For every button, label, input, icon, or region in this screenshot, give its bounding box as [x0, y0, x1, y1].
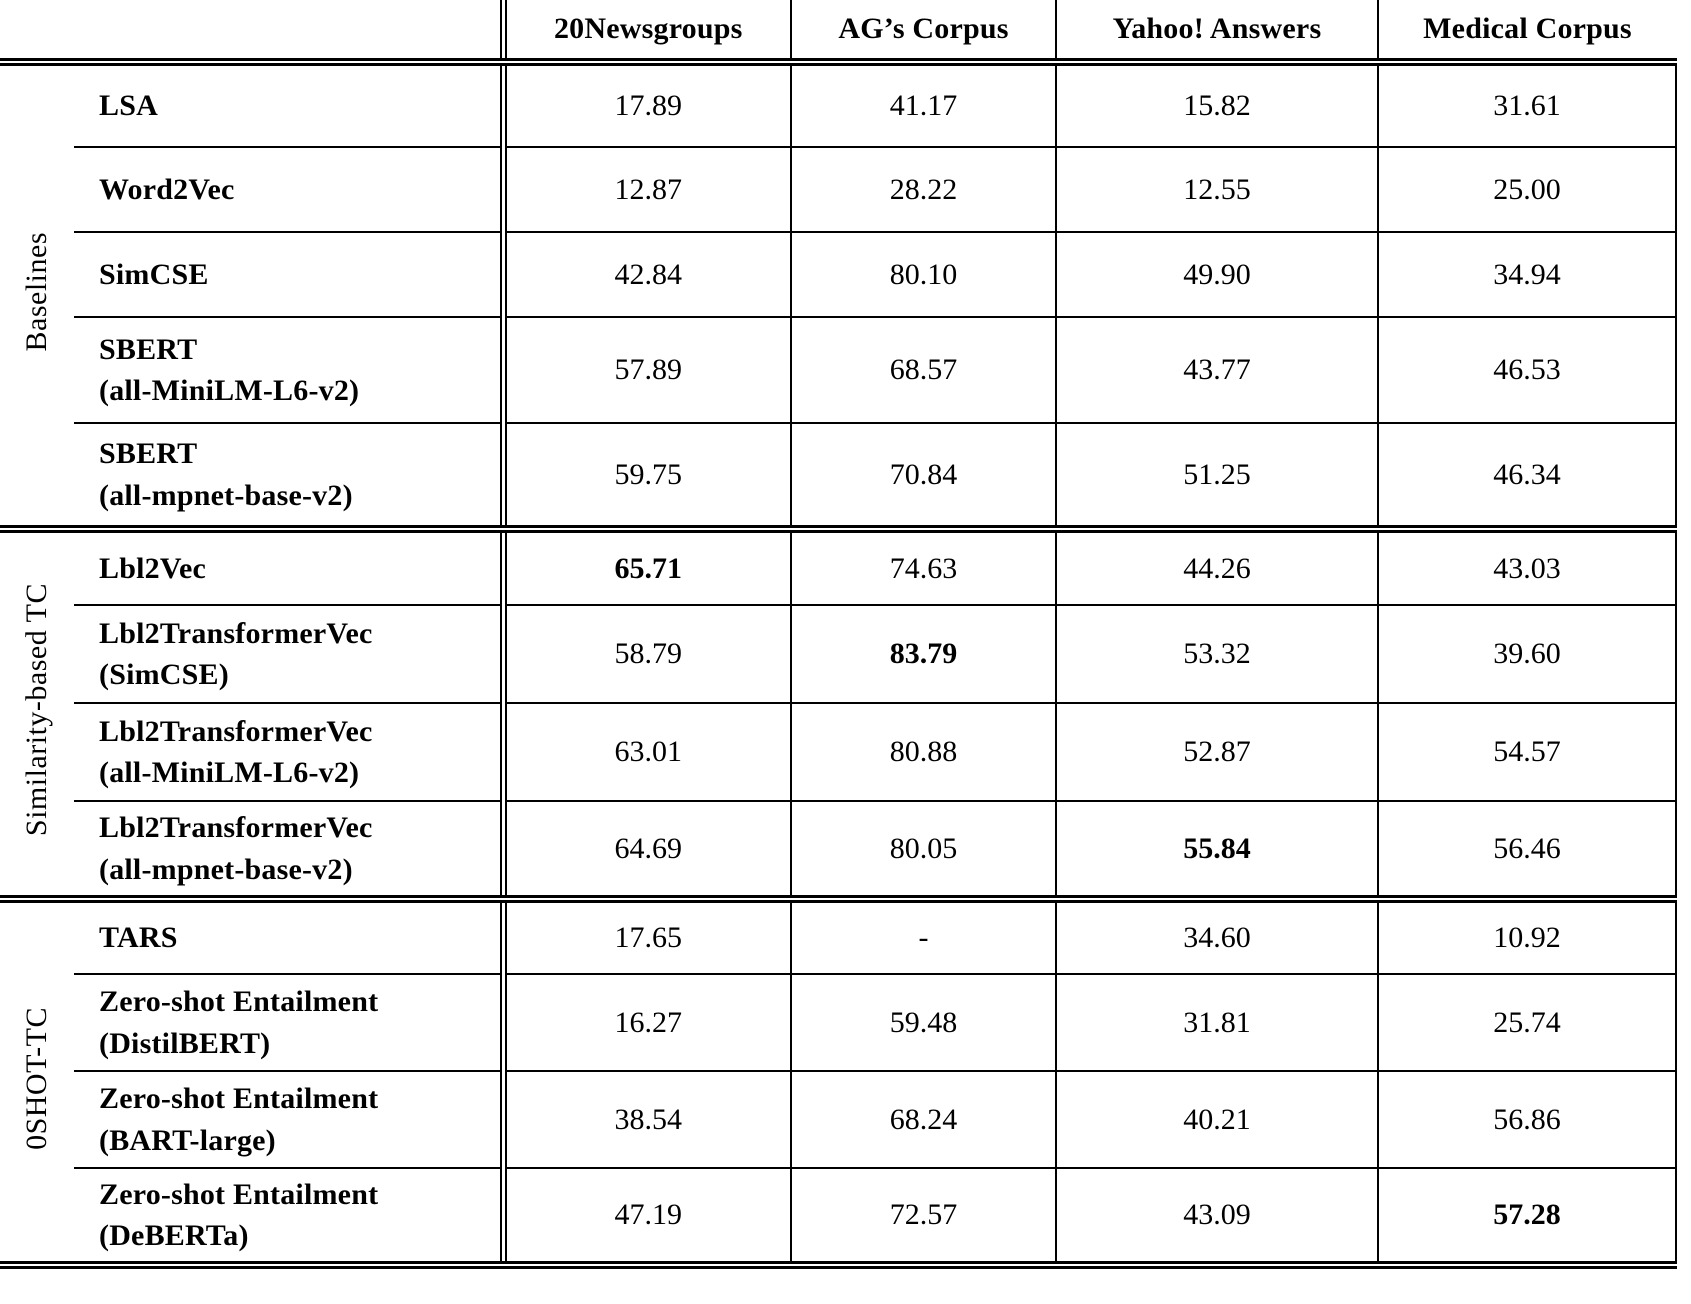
table-group: Similarity-based TC Lbl2Vec 65.71 74.63 44.2…: [0, 529, 1677, 899]
metric-value: 17.65: [503, 899, 792, 974]
method-name: Lbl2TransformerVec (all-MiniLM-L6-v2): [74, 702, 507, 801]
metric-value: 46.34: [1378, 422, 1677, 529]
table-row: Lbl2TransformerVec (all-MiniLM-L6-v2) 63.…: [0, 702, 1677, 801]
metric-value: 46.53: [1378, 316, 1677, 423]
metric-value: 70.84: [791, 422, 1057, 529]
metric-value: 56.46: [1378, 800, 1677, 899]
column-header-medical-corpus: Medical Corpus: [1378, 0, 1676, 62]
metric-value: 56.86: [1378, 1070, 1677, 1168]
table-row: Lbl2TransformerVec (SimCSE) 58.79 83.79 53.…: [0, 604, 1677, 703]
metric-value: 59.48: [791, 973, 1057, 1071]
table-row: Similarity-based TC Lbl2Vec 65.71 74.63 44.2…: [0, 529, 1677, 899]
metric-value: 54.57: [1378, 702, 1677, 801]
metric-value: 31.61: [1378, 62, 1677, 147]
method-name: SimCSE: [74, 231, 507, 317]
group-label: 0SHOT-TC: [20, 1006, 53, 1150]
metric-value: 12.87: [503, 146, 792, 232]
metric-value: 38.54: [503, 1070, 792, 1168]
metric-value: 40.21: [1056, 1070, 1379, 1168]
metric-value: 80.05: [791, 800, 1057, 899]
column-header-yahoo-answers: Yahoo! Answers: [1056, 0, 1379, 62]
method-name: TARS: [74, 899, 507, 974]
metric-value: 12.55: [1056, 146, 1379, 232]
metric-value: 28.22: [791, 146, 1057, 232]
table-row: SBERT (all-mpnet-base-v2) 59.75 70.84 51.25…: [0, 422, 1677, 529]
column-header-ags-corpus: AG’s Corpus: [791, 0, 1057, 62]
metric-value: 80.88: [791, 702, 1057, 801]
metric-value: 16.27: [503, 973, 792, 1071]
table-row: Zero-shot Entailment (DistilBERT) 16.27 59…: [0, 973, 1677, 1071]
metric-value: 39.60: [1378, 604, 1677, 703]
metric-value: 58.79: [503, 604, 792, 703]
metric-value: 53.32: [1056, 604, 1379, 703]
metric-value: 59.75: [503, 422, 792, 529]
table-row: Zero-shot Entailment (BART-large) 38.54 68…: [0, 1070, 1677, 1168]
metric-value: 25.74: [1378, 973, 1677, 1071]
metric-value: 52.87: [1056, 702, 1379, 801]
method-name: Zero-shot Entailment (BART-large): [74, 1070, 507, 1168]
metric-value: 17.89: [503, 62, 792, 147]
table-row: Zero-shot Entailment (DeBERTa) 47.19 72.57…: [0, 1167, 1677, 1265]
table-group: Baselines LSA 17.89 41.17 15.82 31.61 Word2Vec…: [0, 62, 1677, 529]
method-name: Lbl2TransformerVec (SimCSE): [74, 604, 507, 703]
metric-value: 42.84: [503, 231, 792, 317]
metric-value: 41.17: [791, 62, 1057, 147]
header-row: 20Newsgroups AG’s Corpus Yahoo! Answers …: [0, 0, 1676, 62]
metric-value: 57.28: [1378, 1167, 1677, 1265]
table-header: 20Newsgroups AG’s Corpus Yahoo! Answers …: [0, 0, 1676, 62]
metric-value: 51.25: [1056, 422, 1379, 529]
metric-value: 65.71: [503, 529, 792, 605]
group-label: Baselines: [20, 231, 53, 352]
table-row: SBERT (all-MiniLM-L6-v2) 57.89 68.57 43.77 4…: [0, 316, 1677, 423]
method-name: Zero-shot Entailment (DistilBERT): [74, 973, 507, 1071]
table-row: Baselines LSA 17.89 41.17 15.82 31.61: [0, 62, 1677, 529]
metric-value: 47.19: [503, 1167, 792, 1265]
table-group: 0SHOT-TC TARS 17.65-34.60 10.92 Zero-shot En…: [0, 899, 1677, 1265]
table-row: SimCSE 42.84 80.10 49.90 34.94: [0, 231, 1677, 317]
metric-value: 43.77: [1056, 316, 1379, 423]
group-label-cell: 0SHOT-TC: [0, 899, 74, 1265]
metric-value: 80.10: [791, 231, 1057, 317]
column-header-20newsgroups: 20Newsgroups: [503, 0, 792, 62]
metric-value: 25.00: [1378, 146, 1677, 232]
metric-value: 74.63: [791, 529, 1057, 605]
method-name: SBERT (all-mpnet-base-v2): [74, 422, 507, 529]
metric-value: 68.57: [791, 316, 1057, 423]
group-label: Similarity-based TC: [20, 583, 53, 837]
metric-value: -: [791, 899, 1057, 974]
header-spacer-cell: [0, 0, 507, 62]
metric-value: 55.84: [1056, 800, 1379, 899]
method-name: Lbl2Vec: [74, 529, 507, 605]
method-name: Lbl2TransformerVec (all-mpnet-base-v2): [74, 800, 507, 899]
table-row: Lbl2TransformerVec (all-mpnet-base-v2) 64…: [0, 800, 1677, 899]
metric-value: 83.79: [791, 604, 1057, 703]
metric-value: 64.69: [503, 800, 792, 899]
metric-value: 43.03: [1378, 529, 1677, 605]
results-table: 20Newsgroups AG’s Corpus Yahoo! Answers …: [0, 0, 1677, 1265]
metric-value: 31.81: [1056, 973, 1379, 1071]
table-row: 0SHOT-TC TARS 17.65-34.60 10.92: [0, 899, 1677, 1265]
method-name: Zero-shot Entailment (DeBERTa): [74, 1167, 507, 1265]
group-label-cell: Baselines: [0, 62, 74, 529]
metric-value: 34.94: [1378, 231, 1677, 317]
metric-value: 43.09: [1056, 1167, 1379, 1265]
method-name: SBERT (all-MiniLM-L6-v2): [74, 316, 507, 423]
table-row: Word2Vec 12.87 28.22 12.55 25.00: [0, 146, 1677, 232]
metric-value: 63.01: [503, 702, 792, 801]
metric-value: 72.57: [791, 1167, 1057, 1265]
metric-value: 10.92: [1378, 899, 1677, 974]
metric-value: 15.82: [1056, 62, 1379, 147]
metric-value: 49.90: [1056, 231, 1379, 317]
metric-value: 68.24: [791, 1070, 1057, 1168]
metric-value: 57.89: [503, 316, 792, 423]
method-name: Word2Vec: [74, 146, 507, 232]
metric-value: 34.60: [1056, 899, 1379, 974]
method-name: LSA: [74, 62, 507, 147]
metric-value: 44.26: [1056, 529, 1379, 605]
group-label-cell: Similarity-based TC: [0, 529, 74, 899]
